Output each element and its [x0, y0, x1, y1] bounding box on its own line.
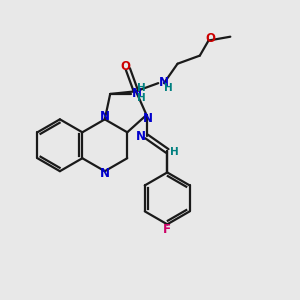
Text: H: H: [170, 147, 178, 157]
Text: N: N: [100, 167, 110, 180]
Text: N: N: [131, 86, 141, 100]
Text: N: N: [159, 76, 169, 89]
Text: O: O: [205, 32, 215, 44]
Text: O: O: [120, 60, 130, 73]
Text: N: N: [136, 130, 146, 143]
Text: H: H: [137, 93, 146, 103]
Text: N: N: [100, 110, 110, 123]
Text: F: F: [163, 223, 171, 236]
Text: N: N: [142, 112, 152, 125]
Text: H: H: [164, 82, 173, 93]
Text: H: H: [137, 83, 146, 93]
